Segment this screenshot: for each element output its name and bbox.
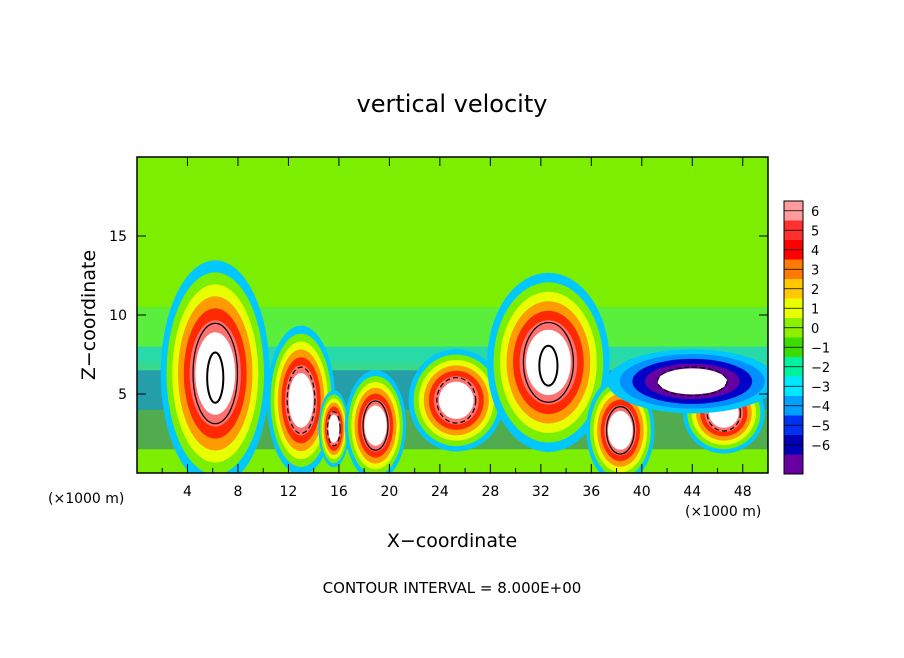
colorbar-label: −4 (811, 400, 830, 415)
x-tick-label: 20 (380, 484, 398, 500)
x-axis-title: X−coordinate (387, 530, 517, 552)
colorbar-label: −6 (811, 439, 830, 454)
x-tick-label: 16 (330, 484, 348, 500)
colorbar-label: −3 (811, 380, 830, 395)
velocity-shade (657, 368, 727, 395)
x-tick-label: 36 (582, 484, 600, 500)
x-tick-label: 48 (734, 484, 752, 500)
colorbar-label: 0 (811, 322, 819, 337)
x-tick-label: 4 (183, 484, 192, 500)
contour-interval-label: CONTOUR INTERVAL = 8.000E+00 (323, 579, 582, 597)
x-tick-label: 44 (683, 484, 701, 500)
contour-line (605, 406, 635, 455)
y-tick-label: 15 (109, 229, 127, 245)
velocity-shade (607, 410, 633, 450)
colorbar-label: 1 (811, 302, 819, 317)
contour-line (522, 321, 574, 403)
y-axis-title: Z−coordinate (78, 250, 100, 380)
colorbar-swatch (784, 454, 803, 474)
x-axis-ticks: 4 8 12 16 20 24 28 32 36 40 44 48 (161, 157, 752, 500)
colorbar-label: 2 (811, 283, 819, 298)
y-tick-label: 10 (109, 308, 127, 324)
colorbar-label: 5 (811, 224, 819, 239)
contour-line (436, 376, 477, 424)
velocity-features (160, 260, 768, 473)
velocity-shade (364, 405, 387, 446)
velocity-shade (328, 414, 340, 443)
contour-line-inner (538, 344, 559, 387)
contour-line (286, 366, 316, 435)
x-tick-label: 40 (633, 484, 651, 500)
contour-line (327, 411, 341, 447)
contour-line (656, 366, 728, 397)
velocity-cell (607, 349, 768, 414)
x-tick-label: 32 (532, 484, 550, 500)
velocity-shade (438, 381, 474, 420)
x-tick-label: 8 (233, 484, 242, 500)
colorbar-label: −1 (811, 341, 830, 356)
contour-line (362, 400, 389, 451)
contour-line-inner (206, 351, 225, 404)
velocity-shade (526, 329, 571, 396)
x-unit-right: (×1000 m) (685, 504, 761, 520)
velocity-cell (266, 325, 336, 473)
colorbar-label: −5 (811, 419, 830, 434)
colorbar-label: 6 (811, 205, 819, 220)
y-axis-ticks: 5 10 15 (109, 229, 768, 403)
velocity-cell (318, 390, 350, 468)
colorbar-frame (783, 200, 804, 475)
velocity-cell (408, 349, 504, 452)
chart-title: vertical velocity (357, 90, 548, 118)
velocity-shade (195, 332, 236, 415)
x-tick-label: 24 (431, 484, 449, 500)
velocity-shade (288, 373, 314, 428)
velocity-cell (160, 260, 270, 473)
velocity-cell (487, 272, 610, 452)
colorbar-label: −2 (811, 361, 830, 376)
plot-area (137, 157, 768, 473)
x-tick-label: 28 (481, 484, 499, 500)
x-unit-left: (×1000 m) (48, 491, 124, 507)
colorbar: 6 5 4 3 2 1 0 −1 −2 −3 −4 −5 −6 (783, 200, 830, 475)
colorbar-label: 4 (811, 244, 819, 259)
colorbar-label: 3 (811, 263, 819, 278)
contour-line (192, 322, 239, 425)
velocity-cell (344, 370, 407, 473)
x-tick-label: 12 (280, 484, 298, 500)
y-tick-label: 5 (118, 387, 127, 403)
